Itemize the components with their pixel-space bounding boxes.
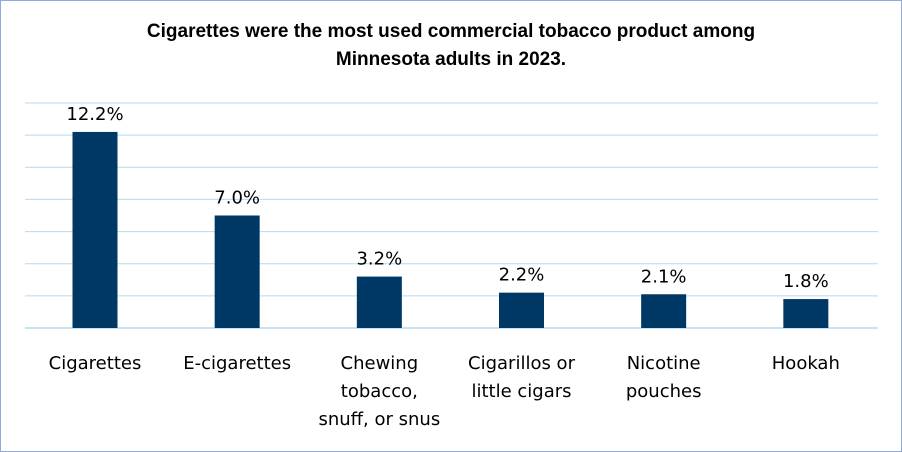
data-label: 12.2% [66, 104, 123, 125]
bar [72, 131, 118, 328]
category-label: tobacco, [341, 381, 418, 402]
bar [783, 299, 829, 328]
data-labels: 12.2% 7.0% 3.2% 2.2% 2.1% 1.8% [66, 104, 828, 292]
chart-title-line-1: Cigarettes were the most used commercial… [146, 21, 756, 42]
data-label: 3.2% [356, 249, 402, 270]
gridlines [25, 102, 878, 329]
data-label: 2.2% [499, 265, 545, 286]
category-label: Hookah [772, 353, 840, 374]
category-label: Cigarillos or [468, 353, 576, 374]
data-label: 1.8% [783, 271, 829, 292]
category-label: Cigarettes [49, 353, 142, 374]
bar [499, 292, 544, 328]
bars [72, 131, 829, 328]
bar [214, 215, 260, 328]
chart-title: Cigarettes were the most used commercial… [0, 18, 902, 74]
bar [356, 276, 402, 328]
data-label: 2.1% [641, 266, 687, 287]
category-labels: Cigarettes E-cigarettes Chewing tobacco, snu… [49, 353, 840, 430]
category-label: E-cigarettes [183, 353, 291, 374]
data-label: 7.0% [214, 188, 260, 209]
category-label: Chewing [341, 353, 419, 374]
chart-title-line-2: Minnesota adults in 2023. [335, 49, 567, 70]
category-label: Nicotine [627, 353, 701, 374]
category-label: snuff, or snus [318, 409, 440, 430]
category-label: pouches [626, 381, 702, 402]
bar [641, 294, 687, 328]
category-label: little cigars [471, 381, 571, 402]
